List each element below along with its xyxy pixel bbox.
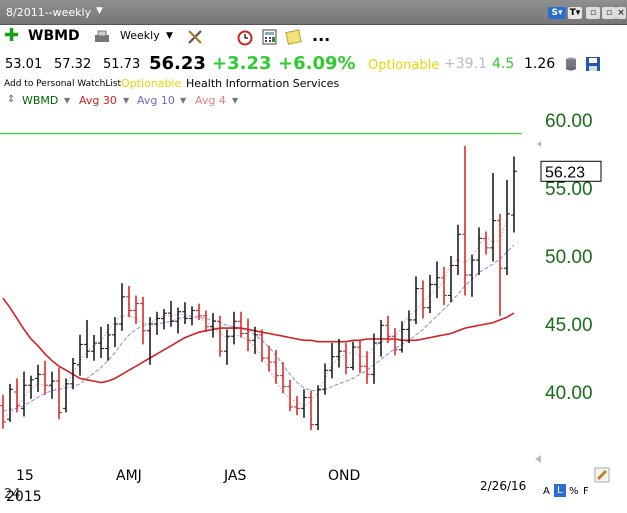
legend-avg4[interactable]: Avg 4 bbox=[195, 94, 226, 107]
legend-avg30[interactable]: Avg 30 bbox=[79, 94, 117, 107]
open-value: 53.01 bbox=[5, 57, 43, 72]
axis-pointer-marker bbox=[535, 455, 541, 463]
l-button[interactable]: L bbox=[554, 484, 566, 497]
avg30-line bbox=[2, 297, 515, 384]
legend-wbmd[interactable]: WBMD bbox=[22, 94, 59, 107]
legend-arrows-icon[interactable]: ⇕ bbox=[7, 94, 16, 105]
y-tick-label: 50.00 bbox=[545, 247, 593, 268]
x-tick-label-2: AMJ bbox=[116, 468, 142, 484]
add-icon[interactable]: ✚ bbox=[4, 25, 20, 46]
legend-bar: ⇕ WBMD ▼ Avg 30 ▼ Avg 10 ▼ Avg 4 ▼ bbox=[0, 92, 627, 110]
stat-3: 1.26 bbox=[524, 56, 556, 72]
save-icon[interactable] bbox=[585, 56, 601, 72]
partial-label: 24 bbox=[4, 487, 21, 502]
t-icon[interactable]: T▾ bbox=[568, 7, 582, 19]
x-tick-label-1: 15 bbox=[16, 468, 34, 484]
symbol-label[interactable]: WBMD bbox=[28, 28, 80, 44]
restore-icon[interactable]: ▫ bbox=[602, 7, 616, 19]
more-button[interactable]: ... bbox=[312, 26, 331, 45]
toolbar-row: ✚ WBMD Weekly ▼ ... bbox=[0, 25, 627, 49]
x-tick-label-4: OND bbox=[328, 468, 361, 484]
note-icon[interactable] bbox=[285, 28, 303, 46]
pencil-icon[interactable] bbox=[594, 467, 610, 483]
last-price: 56.23 bbox=[149, 53, 206, 74]
avg10-line bbox=[2, 244, 515, 412]
print-icon[interactable] bbox=[93, 30, 111, 44]
year-label: 2015 bbox=[6, 489, 42, 505]
alarm-icon[interactable] bbox=[236, 28, 254, 46]
last-price-label: 56.23 bbox=[545, 164, 585, 181]
add-to-watchlist-link[interactable]: Add to Personal WatchList bbox=[4, 79, 122, 89]
f-button[interactable]: F bbox=[583, 486, 589, 497]
y-tick-label: 45.00 bbox=[545, 315, 593, 336]
last-date-label: 2/26/16 bbox=[480, 479, 527, 493]
price-chart-svg: 60.00 55.00 50.00 45.00 40.00 56.23 bbox=[0, 111, 602, 463]
percent-button[interactable]: % bbox=[569, 486, 579, 497]
y-tick-label: 60.00 bbox=[545, 111, 593, 132]
last-price-box bbox=[540, 160, 602, 182]
y-tick-label: 40.00 bbox=[545, 383, 593, 404]
legend-avg4-dropdown-icon[interactable]: ▼ bbox=[232, 96, 239, 105]
stat-1: +39.1 bbox=[444, 56, 487, 72]
legend-avg30-dropdown-icon[interactable]: ▼ bbox=[123, 96, 130, 105]
close-icon[interactable]: × bbox=[616, 7, 626, 19]
a-button[interactable]: A bbox=[543, 486, 550, 497]
title-dropdown-icon[interactable]: ▼ bbox=[96, 6, 103, 16]
optionable-label: Optionable bbox=[368, 58, 440, 73]
info-row: Add to Personal WatchList Optionable Hea… bbox=[0, 77, 627, 91]
calculator-icon[interactable] bbox=[261, 28, 279, 46]
tools-icon[interactable] bbox=[186, 28, 204, 46]
legend-wbmd-dropdown-icon[interactable]: ▼ bbox=[64, 96, 71, 105]
industry-label[interactable]: Health Information Services bbox=[186, 77, 340, 90]
y-tick-label: 55.00 bbox=[545, 179, 593, 200]
x-tick-label-3: JAS bbox=[224, 468, 247, 484]
legend-avg10-dropdown-icon[interactable]: ▼ bbox=[180, 96, 187, 105]
quote-header: ✚ WBMD Weekly ▼ ... 53.01 57.32 51.73 56… bbox=[0, 25, 627, 92]
chart-plot[interactable]: 60.00 55.00 50.00 45.00 40.00 56.23 15 AMJ JA… bbox=[0, 110, 627, 509]
period-dropdown-icon[interactable]: ▼ bbox=[166, 31, 173, 41]
period-selector[interactable]: Weekly bbox=[120, 29, 160, 42]
avg4-line bbox=[2, 219, 508, 417]
legend-avg10[interactable]: Avg 10 bbox=[137, 94, 175, 107]
window-titlebar: 8/2011--weekly ▼ S▾ T▾ ▫ ▫ × bbox=[0, 0, 627, 25]
low-value: 51.73 bbox=[103, 57, 141, 72]
minimize-icon[interactable]: ▫ bbox=[586, 7, 600, 19]
s-icon[interactable]: S▾ bbox=[548, 7, 566, 19]
database-icon[interactable] bbox=[563, 56, 579, 72]
price-pointer-marker bbox=[537, 141, 541, 147]
stat-2: 4.5 bbox=[492, 56, 515, 72]
high-value: 57.32 bbox=[54, 57, 92, 72]
quote-row: 53.01 57.32 51.73 56.23 +3.23 +6.09% Opt… bbox=[0, 53, 627, 75]
window-title: 8/2011--weekly bbox=[6, 6, 92, 19]
change-pct: +6.09% bbox=[278, 53, 356, 74]
optionable-small-label: Optionable bbox=[121, 77, 182, 90]
change-value: +3.23 bbox=[212, 53, 272, 74]
